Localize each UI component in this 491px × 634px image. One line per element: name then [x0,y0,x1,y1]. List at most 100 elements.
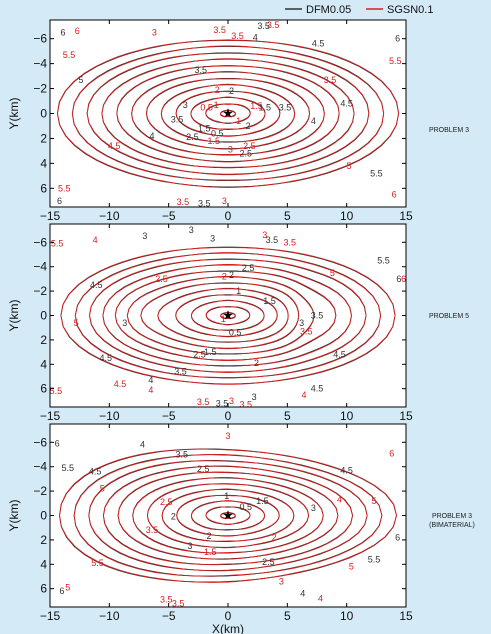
x-tick-label: 15 [399,209,413,223]
contour-label: 5 [74,318,79,328]
contour-label: 5 [78,75,83,85]
panels: 0.510.51.51.5222.52.51.51.51333.53.53.53… [7,19,475,634]
contour-label: 4.5 [312,39,325,49]
contour-label: 3 [210,234,215,244]
y-tick-label: −4 [33,57,47,71]
contour-sgsn-5.5 [74,252,382,378]
contour-label: 5.5 [91,558,104,568]
contour-label: 3.5 [216,398,229,408]
contour-label: 4 [311,116,316,126]
contour-labels: 0.51 1.51.52222.52.52.533333.53.53.54444.… [55,431,401,608]
contour-label: 3 [189,225,194,235]
contour-label: 3.5 [311,311,324,321]
contour-label: 3.5 [257,21,270,31]
contour-label: 3.5 [146,525,159,535]
legend-label-dfm: DFM0.05 [306,4,351,16]
y-tick-label: 6 [40,582,47,596]
contour-label: 3.5 [174,367,187,377]
contour-label: 5 [330,268,335,278]
y-tick-label: 0 [40,309,47,323]
contour-label: 3 [279,576,284,586]
x-tick-label: −5 [162,209,176,223]
x-tick-label: 15 [399,409,413,423]
contour-label: 6 [75,26,80,36]
contour-label: 4.5 [340,99,353,109]
contour-label: 3 [299,318,304,328]
contour-label: 6 [395,34,400,44]
contour-sgsn-5 [86,52,370,176]
y-axis-label: Y(km) [7,500,21,532]
contour-label: 5.5 [377,256,390,266]
contour-sgsn-6 [60,247,396,385]
contour-label: 3 [228,145,233,155]
contour-sgsn-1.5 [190,500,266,531]
y-tick-label: 4 [40,156,47,170]
y-tick-label: 6 [40,181,47,195]
y-tick-label: −4 [33,260,47,274]
contour-sgsn-4.5 [102,264,352,367]
contour-label: 6 [401,274,406,284]
x-axis-label: X(km) [212,622,244,634]
contour-label: 3.5 [194,65,207,75]
contour-label: 3.5 [213,25,226,35]
contour-label: 6 [57,196,62,206]
contour-sgsn-2 [175,294,278,338]
contour-sgsn-5 [88,460,368,572]
contour-sgsn-2.5 [161,488,295,542]
contour-label: 2 [254,358,259,368]
legend: DFM0.05 SGSN0.1 [285,4,433,16]
contour-label: 4 [301,390,306,400]
contour-label: 1.5 [208,136,221,146]
contour-sgsn-0.5 [220,511,236,519]
contour-label: 4.5 [100,353,113,363]
contour-label: 0.5 [200,102,213,112]
y-tick-label: 2 [40,533,47,547]
contour-sgsn-4.5 [101,58,355,168]
hypocenter-star-icon: ★ [222,508,234,523]
x-tick-label: 0 [225,409,232,423]
x-tick-label: 10 [340,209,354,223]
contour-label: 1 [236,116,241,126]
contour-sgsn-0.5 [219,109,237,118]
contour-sgsn-3.5 [131,71,325,155]
contour-label: 3 [262,230,267,240]
contour-sgsn-1 [205,306,251,326]
contour-sgsn-4 [116,65,340,163]
contour-sgsn-1 [205,103,251,125]
contour-label: 2.5 [262,557,275,567]
x-tick-label: 5 [284,209,291,223]
panel-label: PROBLEM 3 (BIMATERIAL) [429,513,475,529]
y-tick-label: 4 [40,557,47,571]
contour-label: 6 [395,532,400,542]
contour-label: 2.5 [155,274,168,284]
contour-label: 3.5 [198,198,211,208]
contour-sgsn-3.5 [126,275,315,355]
contour-sgsn-0.5 [220,311,236,320]
contour-label: 4 [318,593,323,603]
contour-label: 2.5 [186,132,199,142]
contour-label: 3 [225,431,230,441]
contour-label: 1.5 [204,547,217,557]
contour-label: 1.5 [250,101,263,111]
x-tick-label: 5 [284,609,291,623]
panel-label: PROBLEM 3 [429,127,469,134]
contour-label: 3 [142,231,147,241]
y-tick-label: 4 [40,357,47,371]
x-tick-label: 5 [284,409,291,423]
contour-label: 2 [272,532,277,542]
contour-label: 4 [300,589,305,599]
contour-label: 4.5 [114,379,127,389]
panel-1: 0.510.51.51.5222.52.51.51.51333.53.53.53… [7,19,469,223]
contour-sgsn-3 [140,282,300,350]
contour-labels: 0.510.51.51.5222.52.51.51.51333.53.53.53… [57,20,402,208]
contour-label: 1 [224,491,229,501]
contour-label: 2 [229,270,234,280]
contour-label: 5 [100,484,105,494]
contour-label: 1.5 [256,496,269,506]
contour-label: 2.5 [240,148,253,158]
contour-sgsn-6 [56,40,400,188]
contour-label: 1 [221,314,226,324]
contour-label: 2.5 [160,497,173,507]
